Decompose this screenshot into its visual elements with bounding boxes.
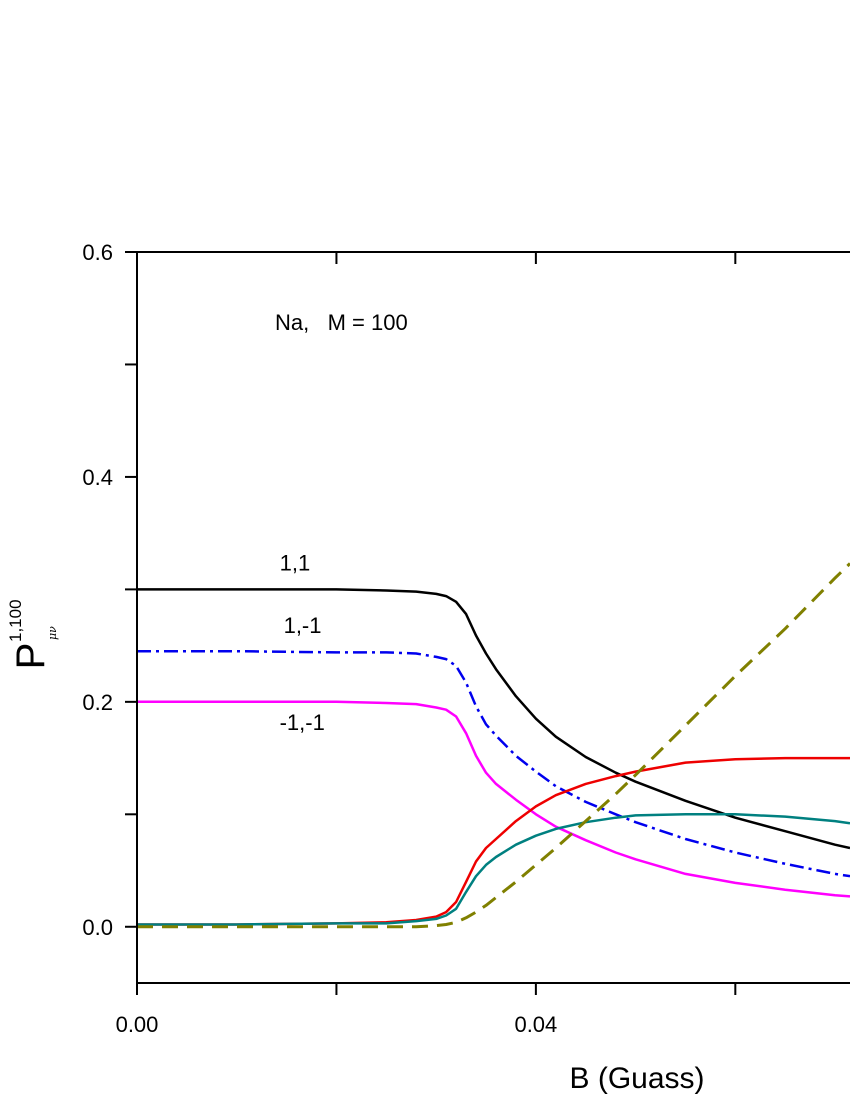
y-tick-label: 0.6 xyxy=(82,240,113,265)
y-axis-label-superscript: 1,100 xyxy=(6,599,25,642)
chart-annotation: Na, M = 100 xyxy=(275,310,408,335)
series-line-6 xyxy=(137,562,850,929)
y-axis-label: P 1,100 μν xyxy=(6,599,59,669)
curve-label: 1,-1 xyxy=(284,613,322,638)
x-tick-label: 0.04 xyxy=(514,1012,557,1037)
series-layer xyxy=(137,562,850,929)
x-tick-label: 0.00 xyxy=(116,1012,159,1037)
curve-label: 1,1 xyxy=(280,550,311,575)
y-tick-label: 0.0 xyxy=(82,915,113,940)
y-tick-label: 0.2 xyxy=(82,690,113,715)
curve-label: -1,-1 xyxy=(280,710,325,735)
series-line-5 xyxy=(137,813,850,926)
series-line-1_1 xyxy=(137,588,850,850)
ticks-layer xyxy=(125,251,737,995)
y-axis-label-subscript: μν xyxy=(46,626,59,640)
y-tick-label: 0.4 xyxy=(82,465,113,490)
series-line-m1_m1 xyxy=(137,700,850,898)
y-axis-label-main: P xyxy=(9,643,53,670)
labels-layer: 0.00 0.04 0.0 0.2 0.4 0.6 1,1 1,-1 -1,-1 xyxy=(82,240,557,1037)
plot-frame xyxy=(136,251,850,984)
x-axis-label: B (Guass) xyxy=(569,1062,704,1095)
